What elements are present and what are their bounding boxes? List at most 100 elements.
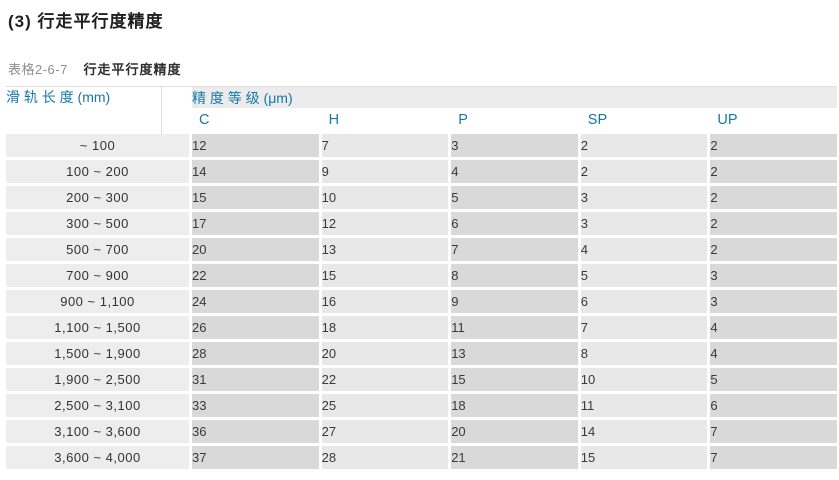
grade-value-cell: 17 — [189, 212, 319, 238]
rail-length-cell: ~ 100 — [6, 134, 189, 160]
grade-value-cell: 6 — [707, 394, 837, 420]
grade-value-cell: 4 — [577, 238, 708, 264]
table-row: 1,100 ~ 1,500 26 18 11 7 4 — [6, 316, 837, 342]
grade-value-cell: 3 — [577, 186, 708, 212]
rail-length-cell: 3,600 ~ 4,000 — [6, 446, 189, 472]
grade-value-cell: 8 — [448, 264, 578, 290]
grade-value-cell: 22 — [318, 368, 449, 394]
table-header: 滑 轨 长 度 (mm) 精 度 等 级 (μm) C H P SP UP — [6, 87, 837, 134]
grade-value-cell: 18 — [448, 394, 578, 420]
grade-value-cell: 2 — [707, 160, 837, 186]
grade-value-cell: 20 — [318, 342, 449, 368]
grade-value-cell: 31 — [189, 368, 319, 394]
catalog-page: { "page": { "title": "(3) 行走平行度精度", "cap… — [0, 12, 839, 480]
grade-value-cell: 3 — [448, 134, 578, 160]
grade-value-cell: 28 — [189, 342, 319, 368]
grade-value-cell: 20 — [448, 420, 578, 446]
grade-value-cell: 2 — [707, 212, 837, 238]
grade-value-cell: 20 — [189, 238, 319, 264]
grade-column-header: P — [448, 108, 578, 134]
grade-value-cell: 14 — [189, 160, 319, 186]
grade-value-cell: 16 — [318, 290, 449, 316]
grade-value-cell: 3 — [577, 212, 708, 238]
table-row: 1,900 ~ 2,500 31 22 15 10 5 — [6, 368, 837, 394]
grade-value-cell: 7 — [707, 446, 837, 472]
rail-length-cell: 300 ~ 500 — [6, 212, 189, 238]
grade-value-cell: 12 — [318, 212, 449, 238]
grade-value-cell: 6 — [448, 212, 578, 238]
grade-header-row: C H P SP UP — [6, 108, 837, 134]
table-row: 900 ~ 1,100 24 16 9 6 3 — [6, 290, 837, 316]
grade-value-cell: 14 — [577, 420, 708, 446]
grade-value-cell: 13 — [318, 238, 449, 264]
table-row: 700 ~ 900 22 15 8 5 3 — [6, 264, 837, 290]
grade-value-cell: 5 — [448, 186, 578, 212]
grade-value-cell: 4 — [707, 342, 837, 368]
grade-value-cell: 36 — [189, 420, 319, 446]
grade-value-cell: 13 — [448, 342, 578, 368]
grade-value-cell: 2 — [577, 134, 708, 160]
grade-value-cell: 37 — [189, 446, 319, 472]
grade-value-cell: 18 — [318, 316, 449, 342]
rail-length-cell: 2,500 ~ 3,100 — [6, 394, 189, 420]
rail-length-cell: 100 ~ 200 — [6, 160, 189, 186]
grade-value-cell: 11 — [448, 316, 578, 342]
rail-length-cell: 200 ~ 300 — [6, 186, 189, 212]
rail-length-header: 滑 轨 长 度 (mm) — [6, 87, 189, 134]
grade-column-header: C — [189, 108, 319, 134]
table-caption-number: 表格2-6-7 — [8, 62, 68, 77]
grade-value-cell: 7 — [318, 134, 449, 160]
grade-value-cell: 3 — [707, 264, 837, 290]
grade-value-cell: 6 — [577, 290, 708, 316]
grade-value-cell: 5 — [577, 264, 708, 290]
table-row: ~ 100 12 7 3 2 2 — [6, 134, 837, 160]
grade-value-cell: 28 — [318, 446, 449, 472]
grade-value-cell: 7 — [707, 420, 837, 446]
grade-column-header: H — [318, 108, 449, 134]
grade-column-header: SP — [577, 108, 708, 134]
table-caption: 表格2-6-7 行走平行度精度 — [8, 62, 839, 78]
grade-value-cell: 2 — [707, 238, 837, 264]
grade-value-cell: 2 — [707, 134, 837, 160]
grade-value-cell: 15 — [448, 368, 578, 394]
grade-value-cell: 7 — [448, 238, 578, 264]
grade-value-cell: 10 — [318, 186, 449, 212]
grade-value-cell: 15 — [189, 186, 319, 212]
grade-value-cell: 8 — [577, 342, 708, 368]
rail-length-cell: 500 ~ 700 — [6, 238, 189, 264]
grade-column-header: UP — [707, 108, 837, 134]
table-row: 200 ~ 300 15 10 5 3 2 — [6, 186, 837, 212]
rail-length-cell: 900 ~ 1,100 — [6, 290, 189, 316]
grade-value-cell: 5 — [707, 368, 837, 394]
grade-value-cell: 3 — [707, 290, 837, 316]
grade-value-cell: 27 — [318, 420, 449, 446]
grade-value-cell: 22 — [189, 264, 319, 290]
grade-value-cell: 12 — [189, 134, 319, 160]
rail-length-cell: 700 ~ 900 — [6, 264, 189, 290]
rail-length-cell: 1,100 ~ 1,500 — [6, 316, 189, 342]
grade-value-cell: 9 — [318, 160, 449, 186]
grade-value-cell: 4 — [707, 316, 837, 342]
grade-value-cell: 33 — [189, 394, 319, 420]
table-row: 100 ~ 200 14 9 4 2 2 — [6, 160, 837, 186]
precision-grade-header: 精 度 等 级 (μm) — [189, 87, 837, 108]
grade-value-cell: 15 — [318, 264, 449, 290]
table-body: ~ 100 12 7 3 2 2 100 ~ 200 14 9 4 2 2 200 ~ 300 15 10 5… — [6, 134, 837, 472]
grade-value-cell: 2 — [707, 186, 837, 212]
table-row: 3,100 ~ 3,600 36 27 20 14 7 — [6, 420, 837, 446]
precision-header-row: 滑 轨 长 度 (mm) 精 度 等 级 (μm) — [6, 87, 837, 134]
table-caption-title: 行走平行度精度 — [83, 62, 182, 77]
grade-value-cell: 21 — [448, 446, 578, 472]
grade-value-cell: 10 — [577, 368, 708, 394]
grade-value-cell: 25 — [318, 394, 449, 420]
rail-length-cell: 1,500 ~ 1,900 — [6, 342, 189, 368]
grade-value-cell: 24 — [189, 290, 319, 316]
grade-value-cell: 2 — [577, 160, 708, 186]
rail-length-cell: 1,900 ~ 2,500 — [6, 368, 189, 394]
grade-value-cell: 4 — [448, 160, 578, 186]
grade-value-cell: 7 — [577, 316, 708, 342]
grade-value-cell: 9 — [448, 290, 578, 316]
table-row: 300 ~ 500 17 12 6 3 2 — [6, 212, 837, 238]
parallelism-accuracy-table: 滑 轨 长 度 (mm) 精 度 等 级 (μm) C H P SP UP ~ 100 1… — [6, 86, 837, 472]
rail-length-cell: 3,100 ~ 3,600 — [6, 420, 189, 446]
